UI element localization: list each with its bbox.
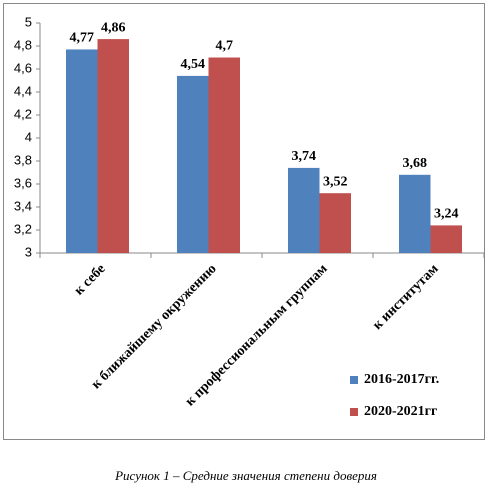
- y-tick-label: 3,4: [14, 198, 32, 213]
- data-label: 4,7: [216, 39, 234, 54]
- y-tick-label: 4,8: [14, 37, 32, 52]
- data-label: 4,86: [101, 20, 126, 35]
- data-label: 3,24: [434, 207, 459, 222]
- bar: [399, 174, 431, 253]
- y-tick-label: 3: [25, 244, 32, 259]
- y-tick-label: 4: [25, 129, 32, 144]
- legend-swatch: [350, 376, 358, 384]
- y-tick-label: 5: [25, 14, 32, 29]
- bar: [66, 49, 98, 254]
- y-tick-label: 4,6: [14, 60, 32, 75]
- bar: [208, 57, 240, 253]
- bar: [319, 193, 351, 253]
- bar: [430, 225, 462, 253]
- data-label: 4,54: [181, 57, 206, 72]
- legend-label: 2020-2021гг: [364, 404, 437, 419]
- y-tick-label: 4,4: [14, 83, 32, 98]
- y-tick-label: 3,6: [14, 175, 32, 190]
- caption: Рисунок 1 – Средние значения степени дов…: [114, 468, 377, 483]
- legend-label: 2016-2017гг.: [364, 372, 439, 387]
- y-tick-label: 3,8: [14, 152, 32, 167]
- bar: [288, 167, 320, 253]
- y-tick-label: 3,2: [14, 221, 32, 236]
- data-label: 3,68: [403, 156, 428, 171]
- data-label: 3,74: [292, 149, 317, 164]
- y-tick-label: 4,2: [14, 106, 32, 121]
- legend-swatch: [350, 408, 358, 416]
- bar: [177, 75, 209, 254]
- data-label: 4,77: [70, 31, 95, 46]
- bar: [97, 39, 129, 253]
- data-label: 3,52: [323, 174, 348, 189]
